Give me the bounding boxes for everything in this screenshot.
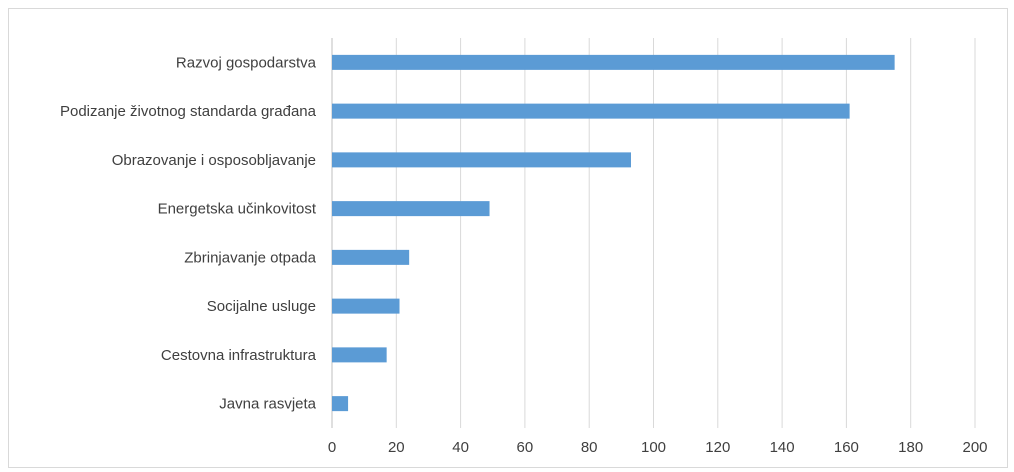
bar	[332, 396, 349, 412]
category-label: Zbrinjavanje otpada	[184, 249, 316, 266]
x-tick-label: 180	[898, 439, 923, 456]
x-tick-label: 140	[770, 439, 795, 456]
x-tick-label: 60	[517, 439, 534, 456]
chart-frame	[8, 8, 1008, 468]
x-tick-label: 200	[962, 439, 987, 456]
category-label: Energetska učinkovitost	[158, 201, 317, 218]
tick-labels: 0 20 40 60 80 100 120 140 160 180 200	[328, 439, 988, 456]
category-labels: Razvoj gospodarstva Podizanje životnog st…	[60, 54, 317, 412]
bar	[332, 249, 410, 265]
bar	[332, 201, 490, 217]
gridlines	[331, 38, 976, 428]
category-label: Javna rasvjeta	[219, 396, 316, 413]
x-tick-label: 0	[328, 439, 336, 456]
bar	[332, 103, 850, 119]
x-tick-label: 100	[641, 439, 666, 456]
x-tick-label: 20	[388, 439, 405, 456]
category-label: Podizanje životnog standarda građana	[60, 103, 317, 120]
category-label: Razvoj gospodarstva	[176, 54, 317, 71]
bar	[332, 298, 400, 314]
bar	[332, 152, 631, 168]
x-tick-label: 80	[581, 439, 598, 456]
x-tick-label: 160	[834, 439, 859, 456]
category-label: Cestovna infrastruktura	[161, 347, 317, 364]
bars	[332, 54, 895, 412]
bar	[332, 54, 895, 70]
category-label: Obrazovanje i osposobljavanje	[112, 152, 316, 169]
x-tick-label: 40	[452, 439, 469, 456]
category-label: Socijalne usluge	[207, 298, 316, 315]
x-tick-label: 120	[705, 439, 730, 456]
bar	[332, 347, 387, 363]
